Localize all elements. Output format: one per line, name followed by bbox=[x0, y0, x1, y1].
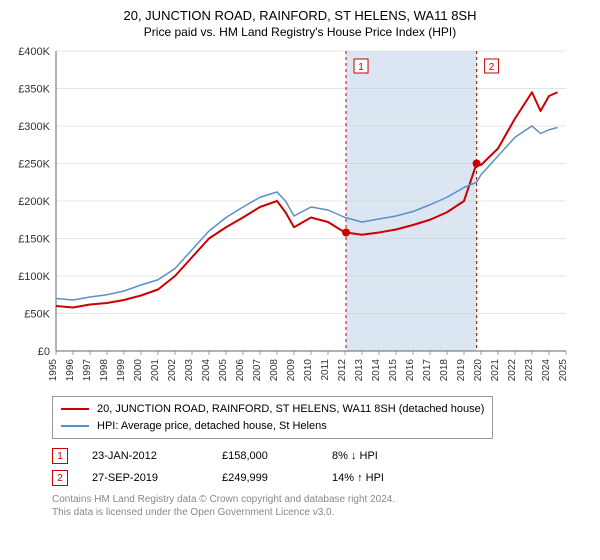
svg-text:£400K: £400K bbox=[18, 46, 50, 58]
svg-text:£250K: £250K bbox=[18, 159, 50, 171]
svg-text:2013: 2013 bbox=[354, 359, 365, 382]
svg-text:1: 1 bbox=[358, 62, 364, 73]
svg-text:2014: 2014 bbox=[371, 359, 382, 382]
svg-text:2001: 2001 bbox=[150, 359, 161, 382]
svg-text:1996: 1996 bbox=[65, 359, 76, 382]
price-chart-svg: £0 £50K £100K £150K £200K £250K £300K £350K £400… bbox=[12, 45, 572, 385]
svg-text:£150K: £150K bbox=[18, 234, 50, 246]
legend-label-hpi: HPI: Average price, detached house, St H… bbox=[97, 418, 327, 435]
svg-text:1999: 1999 bbox=[116, 359, 127, 382]
transaction-date: 23-JAN-2012 bbox=[92, 450, 222, 462]
transaction-row: 2 27-SEP-2019 £249,999 14% ↑ HPI bbox=[52, 467, 588, 489]
transactions-table: 1 23-JAN-2012 £158,000 8% ↓ HPI 2 27-SEP… bbox=[52, 445, 588, 489]
transaction-marker-1: 1 bbox=[52, 448, 68, 464]
svg-text:2020: 2020 bbox=[473, 359, 484, 382]
svg-text:2016: 2016 bbox=[405, 359, 416, 382]
svg-text:2008: 2008 bbox=[269, 359, 280, 382]
svg-text:2011: 2011 bbox=[320, 359, 331, 381]
legend-swatch-hpi bbox=[61, 425, 89, 427]
chart-subtitle: Price paid vs. HM Land Registry's House … bbox=[12, 25, 588, 39]
svg-text:2021: 2021 bbox=[490, 359, 501, 382]
svg-text:2017: 2017 bbox=[422, 359, 433, 382]
svg-text:2005: 2005 bbox=[218, 359, 229, 382]
legend-item-hpi: HPI: Average price, detached house, St H… bbox=[61, 418, 484, 435]
chart-area: £0 £50K £100K £150K £200K £250K £300K £350K £400… bbox=[12, 45, 588, 390]
svg-text:2006: 2006 bbox=[235, 359, 246, 382]
svg-text:2009: 2009 bbox=[286, 359, 297, 382]
svg-text:2015: 2015 bbox=[388, 359, 399, 382]
svg-text:2022: 2022 bbox=[507, 359, 518, 382]
legend-swatch-property bbox=[61, 408, 89, 410]
svg-text:2002: 2002 bbox=[167, 359, 178, 382]
svg-text:1997: 1997 bbox=[82, 359, 93, 382]
footer-line-2: This data is licensed under the Open Gov… bbox=[52, 506, 588, 519]
svg-text:2023: 2023 bbox=[524, 359, 535, 382]
transaction-date: 27-SEP-2019 bbox=[92, 472, 222, 484]
svg-text:1995: 1995 bbox=[48, 359, 59, 382]
svg-text:2025: 2025 bbox=[558, 359, 569, 382]
footer-line-1: Contains HM Land Registry data © Crown c… bbox=[52, 493, 588, 506]
footer-attribution: Contains HM Land Registry data © Crown c… bbox=[52, 493, 588, 519]
svg-text:2004: 2004 bbox=[201, 359, 212, 382]
legend: 20, JUNCTION ROAD, RAINFORD, ST HELENS, … bbox=[52, 396, 493, 439]
transaction-price: £158,000 bbox=[222, 450, 332, 462]
svg-text:£300K: £300K bbox=[18, 121, 50, 133]
svg-text:2007: 2007 bbox=[252, 359, 263, 382]
svg-text:£0: £0 bbox=[38, 346, 50, 358]
transaction-row: 1 23-JAN-2012 £158,000 8% ↓ HPI bbox=[52, 445, 588, 467]
svg-text:£350K: £350K bbox=[18, 84, 50, 96]
svg-text:£100K: £100K bbox=[18, 271, 50, 283]
transaction-marker-2: 2 bbox=[52, 470, 68, 486]
svg-text:2003: 2003 bbox=[184, 359, 195, 382]
svg-text:2012: 2012 bbox=[337, 359, 348, 382]
transaction-delta: 8% ↓ HPI bbox=[332, 450, 442, 462]
svg-text:2000: 2000 bbox=[133, 359, 144, 382]
svg-text:1998: 1998 bbox=[99, 359, 110, 382]
legend-label-property: 20, JUNCTION ROAD, RAINFORD, ST HELENS, … bbox=[97, 401, 484, 418]
chart-title: 20, JUNCTION ROAD, RAINFORD, ST HELENS, … bbox=[12, 8, 588, 23]
svg-text:£50K: £50K bbox=[24, 309, 50, 321]
svg-text:£200K: £200K bbox=[18, 196, 50, 208]
transaction-delta: 14% ↑ HPI bbox=[332, 472, 442, 484]
svg-text:2010: 2010 bbox=[303, 359, 314, 382]
transaction-price: £249,999 bbox=[222, 472, 332, 484]
svg-text:2024: 2024 bbox=[541, 359, 552, 382]
legend-item-property: 20, JUNCTION ROAD, RAINFORD, ST HELENS, … bbox=[61, 401, 484, 418]
svg-text:2018: 2018 bbox=[439, 359, 450, 382]
svg-text:2: 2 bbox=[489, 62, 495, 73]
svg-text:2019: 2019 bbox=[456, 359, 467, 382]
